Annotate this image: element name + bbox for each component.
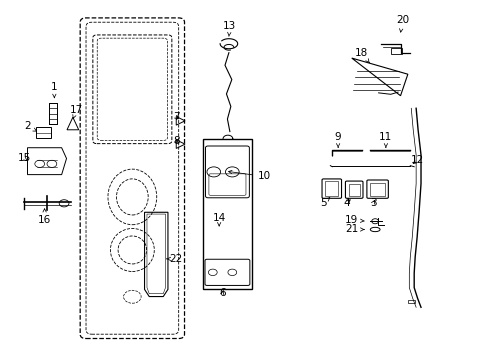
Text: 10: 10 [228, 170, 270, 181]
Text: 13: 13 [223, 21, 236, 36]
Text: 15: 15 [18, 153, 31, 163]
Text: 17: 17 [69, 105, 83, 118]
Text: 1: 1 [51, 82, 58, 98]
Text: 19: 19 [345, 215, 364, 225]
Text: 21: 21 [345, 225, 364, 234]
Text: 18: 18 [354, 48, 368, 63]
Text: 22: 22 [166, 254, 183, 264]
Text: 6: 6 [219, 288, 225, 298]
Text: 16: 16 [38, 209, 51, 225]
Text: 11: 11 [379, 132, 392, 148]
Text: 2: 2 [24, 121, 37, 131]
FancyBboxPatch shape [203, 139, 251, 289]
Text: 5: 5 [320, 198, 329, 208]
Text: 4: 4 [343, 198, 349, 208]
Text: 7: 7 [173, 112, 179, 122]
Text: 9: 9 [334, 132, 341, 148]
Text: 8: 8 [173, 136, 179, 146]
Text: 20: 20 [395, 15, 408, 32]
Text: 12: 12 [410, 155, 424, 165]
Text: 14: 14 [212, 213, 225, 226]
Text: 3: 3 [369, 198, 376, 208]
